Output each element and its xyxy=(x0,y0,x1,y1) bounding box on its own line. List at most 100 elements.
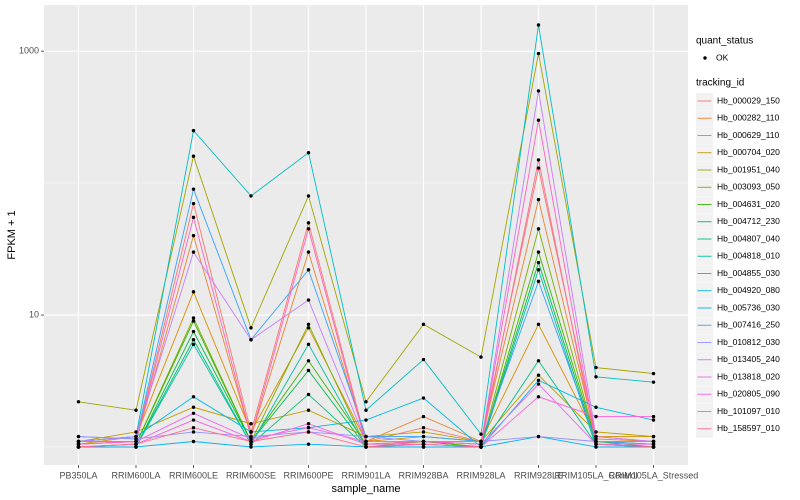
data-point xyxy=(191,290,196,294)
legend-key xyxy=(696,282,713,300)
data-point xyxy=(536,158,541,162)
data-point xyxy=(536,378,541,383)
data-point xyxy=(421,357,426,362)
data-point xyxy=(536,373,541,377)
data-point xyxy=(536,250,541,254)
data-point xyxy=(421,425,426,430)
data-point xyxy=(191,319,196,323)
legend-label: Hb_001951_040 xyxy=(717,164,780,174)
legend-symbol xyxy=(703,56,707,60)
data-point xyxy=(594,434,598,439)
data-point xyxy=(594,439,598,444)
data-point xyxy=(536,197,541,202)
legend-key xyxy=(696,213,713,231)
legend-label: OK xyxy=(716,52,729,62)
data-point xyxy=(364,439,368,444)
legend-key xyxy=(696,386,713,404)
legend-key xyxy=(696,403,713,421)
x-axis-title: sample_name xyxy=(331,483,400,495)
legend-key xyxy=(696,179,713,197)
legend-key xyxy=(696,196,713,214)
legend-label: Hb_000704_020 xyxy=(717,147,780,157)
legend-key xyxy=(696,265,713,283)
data-point xyxy=(536,260,541,265)
data-point xyxy=(651,445,656,449)
data-point xyxy=(421,439,426,444)
data-point xyxy=(306,425,311,430)
data-point xyxy=(191,187,196,191)
data-point xyxy=(134,434,138,439)
axes: 10 1000 PB350LA RRIM600LA RRIM600LE RRIM600SE… xyxy=(19,46,698,481)
data-point xyxy=(306,408,311,412)
x-tick-label: RRIM600LA xyxy=(111,470,160,480)
data-point xyxy=(306,250,311,254)
data-point xyxy=(536,434,541,439)
legend-label: Hb_003093_050 xyxy=(717,182,780,192)
data-point xyxy=(306,368,311,373)
data-point xyxy=(364,434,368,439)
data-point xyxy=(651,414,656,419)
data-point xyxy=(479,432,483,436)
legend-label: Hb_004712_230 xyxy=(717,216,780,226)
data-point xyxy=(651,371,656,376)
data-point xyxy=(191,430,196,434)
data-point xyxy=(594,405,598,409)
data-point xyxy=(306,430,311,434)
data-point xyxy=(421,430,426,434)
data-point xyxy=(249,430,253,434)
legend-title: tracking_id xyxy=(696,78,744,89)
legend-label: Hb_005736_030 xyxy=(717,302,780,312)
data-point xyxy=(364,400,368,404)
data-point xyxy=(594,442,598,446)
data-point xyxy=(191,329,196,334)
data-point xyxy=(76,439,81,444)
data-point xyxy=(594,430,598,434)
data-point xyxy=(594,437,598,441)
data-point xyxy=(421,396,426,400)
data-point xyxy=(134,430,138,434)
data-point xyxy=(76,442,81,446)
data-point xyxy=(536,166,541,170)
data-point xyxy=(594,365,598,370)
data-point xyxy=(479,445,483,449)
legend-label: Hb_101097_010 xyxy=(717,406,780,416)
data-point xyxy=(191,154,196,158)
data-point xyxy=(536,279,541,284)
data-point xyxy=(479,355,483,359)
data-point xyxy=(306,194,311,198)
data-point xyxy=(76,434,81,439)
data-point xyxy=(249,434,253,439)
data-point xyxy=(306,221,311,225)
legend-key xyxy=(696,110,713,128)
data-point xyxy=(249,194,253,198)
data-point xyxy=(651,442,656,446)
data-point xyxy=(479,439,483,444)
data-point xyxy=(421,322,426,327)
legend-key xyxy=(696,231,713,248)
data-point xyxy=(134,445,138,449)
y-tick-label: 1000 xyxy=(19,46,39,56)
legend-key xyxy=(696,369,713,386)
legend-label: Hb_004855_030 xyxy=(717,268,780,278)
legend-title: quant_status xyxy=(696,36,753,47)
legend-key xyxy=(696,127,713,145)
data-point xyxy=(76,445,81,449)
x-tick-label: RRIM600SE xyxy=(226,470,276,480)
data-point xyxy=(306,326,311,330)
data-point xyxy=(594,414,598,419)
data-point xyxy=(594,445,598,449)
legend-label: Hb_004818_010 xyxy=(717,251,780,261)
x-tick-label: RRIM600PE xyxy=(283,470,333,480)
data-point xyxy=(536,359,541,363)
data-point xyxy=(536,395,541,399)
data-point xyxy=(134,442,138,446)
legend-label: Hb_004631_020 xyxy=(717,199,780,209)
legend-label: Hb_013405_240 xyxy=(717,354,780,364)
data-point xyxy=(306,359,311,363)
x-tick-label: PB350LA xyxy=(59,470,97,480)
data-point xyxy=(306,342,311,347)
data-point xyxy=(191,201,196,206)
data-point xyxy=(134,408,138,412)
data-point xyxy=(479,442,483,446)
